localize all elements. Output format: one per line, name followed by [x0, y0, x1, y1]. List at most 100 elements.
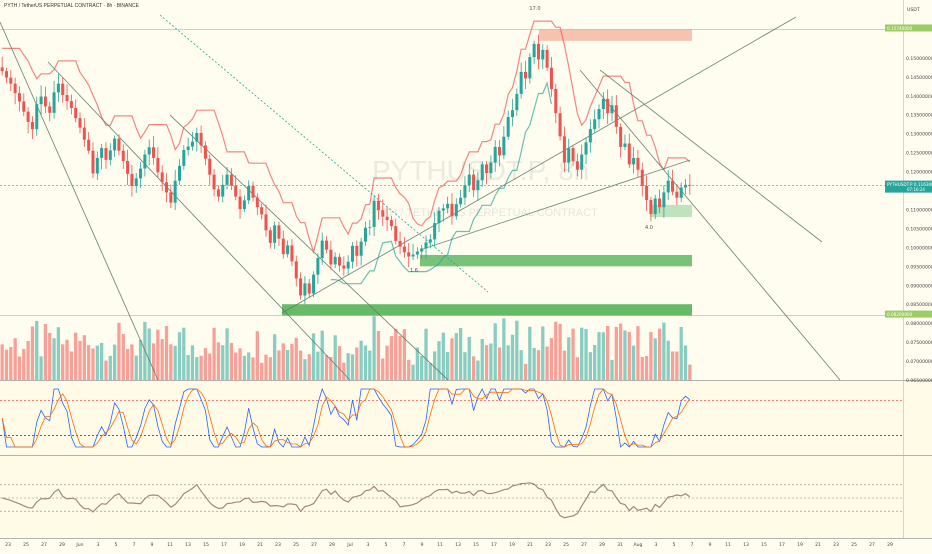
- time-tick-label: 9: [151, 542, 154, 548]
- time-tick-label: 19: [509, 542, 515, 548]
- volume-bar: [428, 363, 432, 380]
- volume-bar: [618, 323, 623, 380]
- volume-bar: [294, 337, 298, 380]
- swing-high-label: 17.0: [529, 6, 540, 12]
- candle-body: [389, 220, 393, 227]
- time-tick-label: 25: [851, 542, 857, 548]
- volume-bar: [649, 332, 653, 380]
- volume-bar: [541, 326, 545, 380]
- volume-bar: [255, 331, 259, 380]
- rsi-line: [2, 482, 691, 519]
- candle-body: [286, 245, 290, 255]
- candle-body: [113, 138, 117, 151]
- volume-bar: [13, 338, 17, 380]
- volume-bar: [247, 352, 251, 380]
- watermark-name: PYTH / TETHERUS PERPETUAL CONTRACT: [368, 207, 598, 219]
- volume-bar: [497, 347, 502, 380]
- price-tick-label: 0.14000000: [906, 94, 932, 100]
- candle-body: [234, 185, 238, 197]
- volume-bar: [208, 353, 212, 380]
- volume-bar: [407, 359, 411, 380]
- candle-body: [9, 77, 13, 84]
- time-tick-label: 3: [655, 542, 658, 548]
- candle-body: [658, 198, 662, 208]
- time-tick-label: 13: [185, 542, 191, 548]
- volume-bar: [662, 322, 666, 380]
- candle-body: [510, 110, 515, 118]
- candle-body: [13, 83, 17, 94]
- candle-body: [632, 157, 636, 165]
- candle-body: [467, 174, 471, 186]
- volume-bar: [30, 326, 35, 380]
- candle-body: [316, 257, 320, 275]
- volume-bar: [134, 355, 138, 380]
- volume-bar: [69, 351, 74, 380]
- candle-body: [139, 168, 143, 179]
- candle-body: [437, 210, 441, 224]
- volume-bar: [164, 326, 169, 380]
- trend-line: [599, 69, 823, 243]
- candle-body: [164, 182, 169, 193]
- price-tick-label: 0.09000000: [906, 283, 932, 289]
- level-tag-top: 0.15740000: [885, 24, 932, 32]
- volume-bar: [636, 326, 640, 380]
- candle-body: [30, 121, 34, 130]
- last-price-tag-text: PYTHUSDT.P 0.11630000: [887, 182, 932, 187]
- candle-body: [355, 245, 359, 256]
- volume-bar: [316, 351, 320, 380]
- time-tick-label: 23: [545, 542, 551, 548]
- candle-body: [545, 49, 549, 68]
- candle-body: [17, 93, 21, 102]
- volume-bar: [251, 357, 255, 380]
- volume-bar: [121, 334, 125, 380]
- volume-bar: [125, 348, 130, 380]
- time-tick-label: 31: [617, 542, 623, 548]
- volume-bar: [320, 330, 324, 380]
- candle-body: [601, 98, 605, 110]
- swing-low-label: 4.0: [645, 225, 653, 231]
- candle-body: [303, 283, 307, 296]
- time-tick-label: 17: [779, 542, 785, 548]
- trend-line: [0, 21, 159, 381]
- volume-bar: [493, 323, 497, 380]
- time-tick-label: 29: [59, 542, 65, 548]
- candle-body: [463, 185, 467, 198]
- volume-bar: [87, 345, 91, 380]
- time-tick-label: 25: [23, 542, 29, 548]
- level-tag-bottom: 0.08200000: [885, 310, 932, 318]
- candle-body: [402, 246, 406, 253]
- time-tick-label: 17: [221, 542, 227, 548]
- candle-body: [623, 143, 627, 147]
- trend-line: [579, 69, 841, 381]
- volume-bar: [74, 332, 78, 380]
- time-tick-label: 9: [421, 542, 424, 548]
- volume-bar: [549, 338, 554, 380]
- candle-body: [342, 265, 346, 269]
- candle-body: [264, 214, 268, 231]
- candle-body: [350, 245, 355, 262]
- candle-body: [662, 192, 666, 208]
- volume-bar: [385, 345, 389, 380]
- candle-body: [247, 185, 251, 201]
- volume-bar: [584, 328, 588, 380]
- candle-body: [428, 239, 432, 243]
- candle-body: [346, 261, 350, 269]
- volume-bar: [169, 344, 173, 380]
- volume-bar: [307, 354, 311, 380]
- volume-bar: [463, 352, 467, 380]
- candle-body: [415, 251, 419, 255]
- time-tick-label: 5: [115, 542, 118, 548]
- candle-body: [52, 92, 56, 113]
- volume-bar: [151, 343, 156, 380]
- volume-bar: [545, 346, 549, 380]
- time-tick-label: 27: [581, 542, 587, 548]
- price-tick-label: 0.10000000: [906, 245, 932, 251]
- volume-bar: [575, 357, 580, 380]
- candle-body: [329, 249, 333, 265]
- time-tick-label: 29: [887, 542, 893, 548]
- volume-bar: [350, 354, 355, 380]
- candle-body: [376, 200, 380, 211]
- price-tick-label: 0.12000000: [906, 170, 932, 176]
- candle-body: [588, 129, 592, 143]
